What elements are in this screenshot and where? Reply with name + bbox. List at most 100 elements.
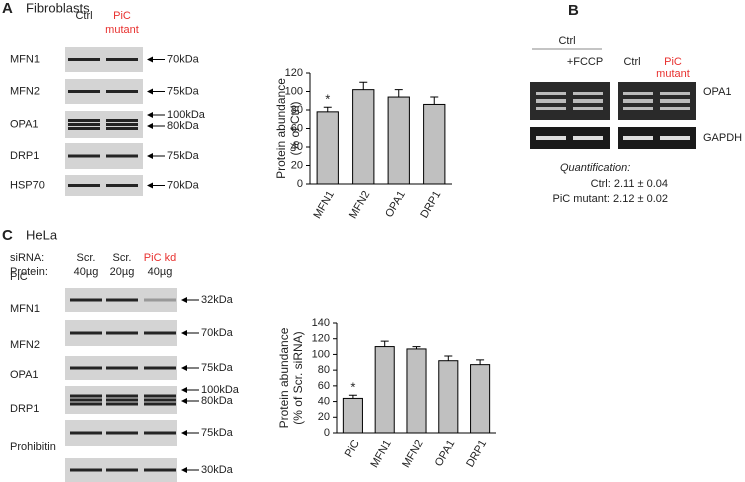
bar [352,89,375,185]
y-tick-label: 80 [318,364,330,376]
y-label: Protein abundance [274,78,288,179]
lane-label: 20µg [110,266,135,278]
arrow-head [181,330,187,336]
x-tick-label: OPA1 [433,438,458,469]
x-tick-label: DRP1 [418,189,443,220]
bar [342,397,363,434]
band [106,331,138,335]
marker-label: 75kDa [201,427,234,439]
y-label: Protein abundance [277,327,291,428]
bar [438,360,459,434]
band [106,119,138,122]
y-tick-label: 120 [312,333,330,345]
marker-label: 75kDa [167,150,200,162]
band [70,431,102,435]
marker-label: 30kDa [201,464,234,476]
annotation: * [350,380,355,395]
band [106,394,138,398]
x-tick-label: MFN1 [368,438,393,470]
band [144,402,176,406]
lane-label: Scr. [113,252,132,264]
lane-label: mutant [656,68,690,80]
row-head: siRNA: [10,252,44,264]
error-bar [394,89,403,98]
band [106,366,138,370]
y-tick-label: 40 [291,141,303,153]
arrow-head [181,398,187,404]
blot-label: PiC [10,271,28,283]
bar [374,346,395,434]
error-bar [412,346,421,349]
band [106,184,138,187]
lane-label: 40µg [148,266,173,278]
gel-label: GAPDH [703,132,742,144]
y-label: (% of Ctrl) [288,101,302,155]
marker-label: 70kDa [201,327,234,339]
bar [387,96,410,185]
band [70,402,102,406]
lane-label: +FCCP [567,56,603,68]
band [70,298,102,302]
lane-label: PiC [664,56,682,68]
gel-label: OPA1 [703,86,732,98]
marker-label: 70kDa [167,179,200,191]
row-head: Protein: [10,266,48,278]
x-tick-label: OPA1 [383,189,408,220]
marker-label: 75kDa [167,85,200,97]
bar [423,103,446,185]
y-tick-label: 0 [324,427,330,439]
group-label: Ctrl [558,35,575,47]
band [68,184,100,187]
blot-label: OPA1 [10,369,39,381]
error-bar [430,96,439,105]
marker-label: 80kDa [201,395,234,407]
error-bar [476,359,485,365]
band [144,331,176,335]
blot-label: MFN2 [10,339,40,351]
x-tick-label: MFN2 [400,438,425,470]
lane-label: Ctrl [623,56,640,68]
y-tick-label: 80 [291,104,303,116]
x-tick-label: MFN1 [311,189,336,221]
band [68,119,100,122]
band [106,127,138,130]
quant-title: Quantification: [560,162,630,174]
blot-label: OPA1 [10,118,39,130]
arrow-head [181,387,187,393]
lane-label: mutant [105,24,139,36]
annotation: * [325,92,330,107]
x-tick-label: PiC [343,438,362,459]
band [144,468,176,472]
band [106,154,138,158]
y-tick-label: 40 [318,395,330,407]
band [106,90,138,93]
band [144,366,176,370]
y-tick-label: 140 [312,317,330,329]
arrow-head [147,56,153,63]
band [144,298,176,302]
gel-bands [536,92,690,140]
marker-label: 100kDa [201,384,240,396]
band [106,468,138,472]
y-tick-label: 60 [291,122,303,134]
band [68,90,100,93]
band [70,394,102,398]
arrow-head [147,112,153,118]
blot-label: MFN1 [10,53,40,65]
blot-label: MFN1 [10,303,40,315]
x-tick-label: MFN2 [347,189,372,221]
error-bar [348,394,357,399]
band [68,154,100,158]
lane-label: PiC [113,10,131,22]
panel-letter: B [568,2,579,19]
blot-label: MFN2 [10,85,40,97]
band [106,123,138,126]
bar [316,111,339,185]
band [68,127,100,130]
y-tick-label: 100 [312,348,330,360]
band [144,398,176,402]
arrow-head [147,123,153,129]
y-tick-label: 20 [291,159,303,171]
panel-letter: C [2,227,13,244]
